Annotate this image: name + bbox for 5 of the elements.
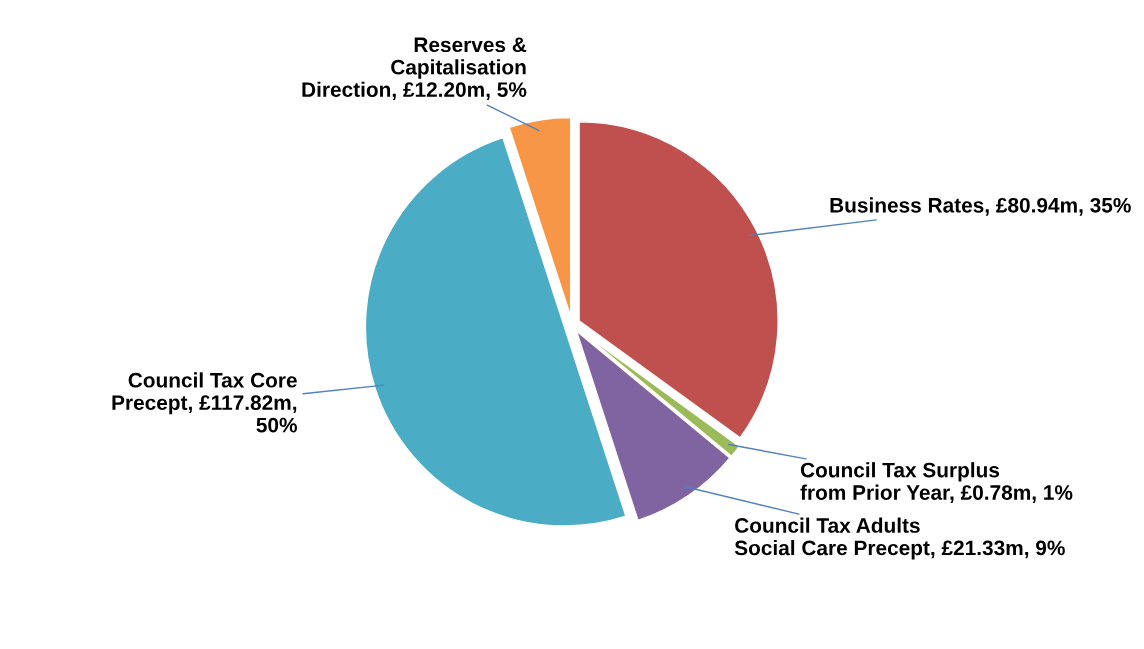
slice-label: Reserves & Capitalisation Direction, £12.20m, 5%: [302, 37, 527, 100]
slice-label: Council Tax Surplus from Prior Year, £0.78m, 1%: [800, 462, 1073, 503]
slice-label: Council Tax Core Precept, £117.82m, 50%: [112, 372, 297, 433]
slice-label: Business Rates, £80.94m, 35%: [830, 197, 1131, 216]
slice-label: Council Tax Adults Social Care Precept, £21.33m, 9%: [734, 517, 1065, 560]
